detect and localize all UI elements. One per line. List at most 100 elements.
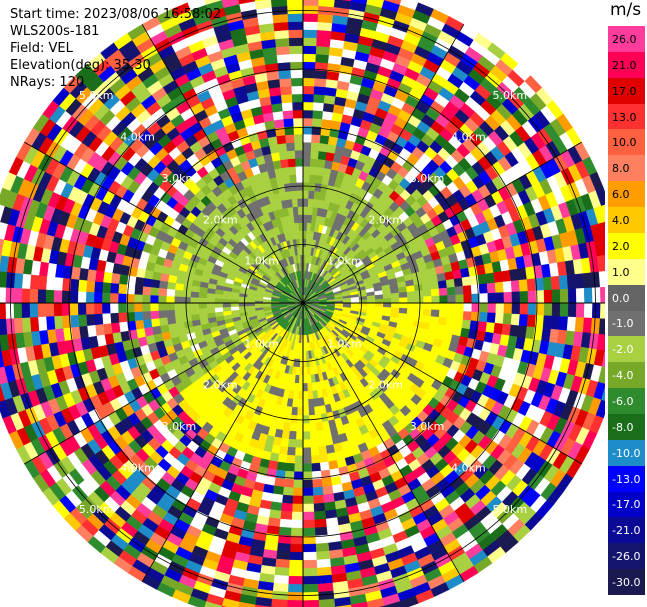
start-time-label: Start time: 2023/08/06 16:58:02 (10, 7, 222, 22)
gate-cell (406, 291, 416, 298)
gate-cell (454, 310, 464, 321)
colorbar-tick-label: -1.0 (612, 317, 634, 331)
gate-cell (582, 272, 593, 289)
gate-cell (287, 158, 297, 168)
gate-cell (174, 309, 184, 317)
gate-cell (302, 117, 313, 127)
gate-cell (21, 288, 31, 304)
gate-cell (302, 166, 311, 175)
gate-cell (273, 21, 289, 32)
gate-cell (134, 311, 144, 321)
gate-cell (272, 110, 284, 121)
gate-cell (167, 322, 178, 332)
gate-cell (142, 318, 153, 329)
range-ring-label: 3.0km (410, 172, 445, 185)
gate-cell (294, 149, 304, 159)
gate-cell (271, 493, 284, 504)
gate-cell (340, 0, 352, 2)
gate-cell (289, 45, 304, 55)
gate-cell (309, 430, 318, 440)
gate-cell (463, 302, 473, 313)
gate-cell (302, 455, 312, 465)
gate-cell (109, 312, 120, 324)
gate-cell (309, 166, 318, 176)
gate-cell (558, 275, 569, 290)
gate-cell (158, 287, 168, 297)
gate-cell (294, 455, 304, 465)
gate-cell (291, 511, 304, 521)
gate-cell (315, 53, 330, 64)
gate-cell (5, 317, 16, 335)
gate-cell (198, 302, 207, 309)
range-ring-label: 3.0km (162, 172, 197, 185)
gate-cell (324, 436, 334, 447)
gate-cell (307, 382, 313, 392)
gate-cell (286, 446, 296, 456)
gate-cell (166, 309, 176, 318)
gate-cell (309, 158, 319, 168)
gate-cell (302, 230, 307, 239)
gate-cell (317, 445, 328, 456)
gate-cell (110, 272, 121, 284)
gate-cell (391, 302, 400, 309)
gate-cell (314, 526, 328, 537)
gate-cell (109, 302, 119, 314)
gate-cell (302, 479, 313, 489)
gate-cell (319, 461, 330, 472)
gate-cell (601, 204, 605, 220)
gate-cell (77, 302, 87, 315)
gate-cell (158, 302, 167, 311)
gate-cell (271, 5, 289, 16)
gate-cell (174, 296, 183, 304)
gate-cell (302, 375, 308, 384)
gate-cell (198, 312, 208, 320)
gate-cell (298, 383, 304, 392)
gate-cell (274, 29, 290, 40)
range-ring-label: 4.0km (120, 131, 155, 144)
gate-cell (312, 398, 320, 408)
gate-cell (598, 271, 605, 288)
gate-cell (519, 302, 529, 315)
gate-cell (313, 93, 326, 104)
gate-cell (591, 302, 601, 319)
gate-cell (312, 109, 324, 120)
gate-cell (374, 294, 384, 300)
gate-cell (296, 238, 301, 248)
gate-cell (109, 292, 119, 304)
gate-cell (312, 118, 323, 128)
gate-cell (222, 302, 231, 308)
gate-cell (271, 102, 284, 113)
gate-cell (273, 477, 285, 488)
gate-cell (590, 317, 601, 335)
gate-cell (142, 277, 153, 288)
gate-cell (289, 174, 297, 184)
gate-cell (454, 285, 464, 296)
gate-cell (302, 503, 315, 513)
gate-cell (302, 214, 308, 223)
gate-cell (315, 421, 324, 432)
gate-cell (297, 198, 304, 207)
gate-cell (311, 462, 321, 472)
gate-cell (158, 309, 168, 319)
velocity-gates (0, 0, 605, 607)
gate-cell (321, 118, 333, 129)
gate-cell (455, 294, 465, 304)
gate-cell (302, 583, 319, 593)
gate-cell (285, 142, 296, 152)
gate-cell (159, 324, 170, 334)
gate-cell (150, 310, 160, 320)
colorbar-tick-label: -6.0 (612, 395, 634, 409)
gate-cell (407, 296, 416, 304)
gate-cell (285, 462, 295, 472)
gate-cell (278, 69, 292, 80)
gate-cell (308, 190, 315, 200)
gate-cell (438, 287, 448, 297)
gate-cell (302, 431, 311, 440)
gate-cell (69, 278, 80, 292)
gate-cell (45, 275, 56, 291)
gate-cell (302, 487, 314, 497)
gate-cell (29, 302, 39, 318)
gate-cell (430, 309, 440, 318)
gate-cell (272, 485, 284, 496)
gate-cell (282, 174, 291, 185)
